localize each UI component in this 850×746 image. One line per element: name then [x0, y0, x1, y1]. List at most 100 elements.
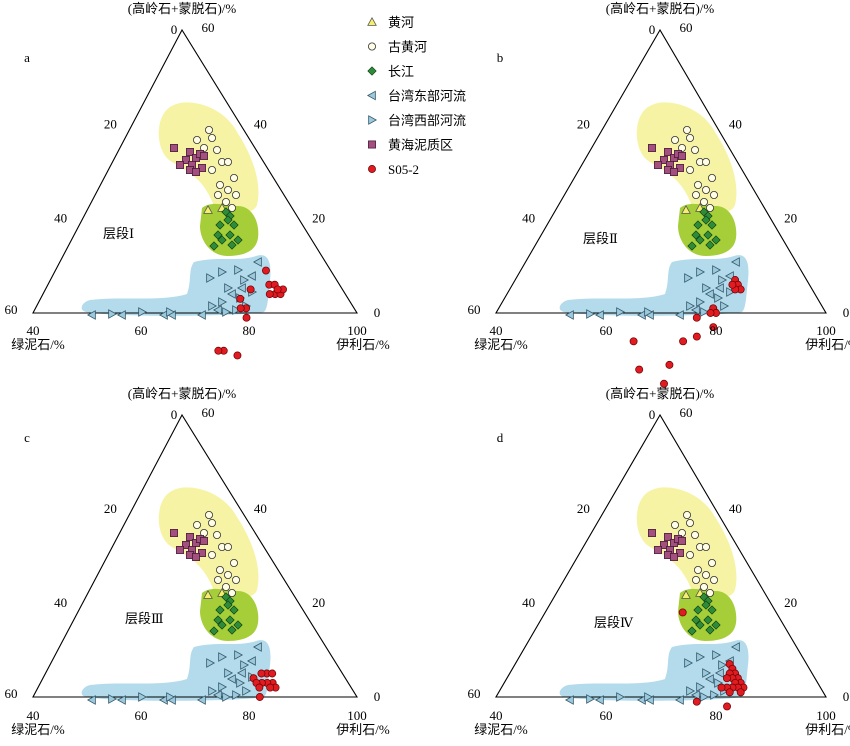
- right-edge-tick: 40: [729, 501, 742, 516]
- reference-markers: [86, 126, 262, 320]
- s05-2-point: [692, 697, 701, 706]
- reference-markers: [564, 510, 740, 705]
- reference-point: [696, 682, 706, 692]
- reference-point: [224, 283, 234, 293]
- reference-point: [229, 173, 238, 182]
- reference-point: [714, 283, 724, 293]
- left-edge-tick: 60: [468, 686, 481, 701]
- reference-point: [225, 615, 235, 625]
- left-axis-label: 绿泥石/%: [474, 337, 528, 352]
- right-edge-tick: 60: [202, 20, 215, 35]
- reference-point: [678, 529, 687, 538]
- top-axis-label: (高岭石+蒙脱石)/%: [606, 386, 715, 401]
- reference-point: [209, 626, 219, 636]
- reference-point: [229, 605, 239, 615]
- reference-point: [227, 589, 236, 598]
- reference-point: [705, 625, 715, 635]
- reference-point: [684, 273, 694, 283]
- reference-point: [225, 230, 235, 240]
- reference-point: [676, 549, 684, 557]
- right-edge-tick: 0: [374, 689, 381, 704]
- left-edge-tick: 0: [649, 22, 656, 37]
- reference-point: [693, 605, 703, 615]
- reference-point: [714, 668, 724, 678]
- reference-point: [234, 265, 244, 275]
- reference-point: [724, 271, 734, 281]
- reference-point: [670, 154, 678, 162]
- reference-point: [192, 521, 201, 530]
- s05-2-point: [706, 309, 715, 317]
- reference-point: [700, 307, 710, 317]
- s05-2-point: [736, 688, 745, 697]
- reference-point: [215, 220, 225, 230]
- reference-point: [684, 658, 694, 668]
- reference-point: [654, 161, 662, 169]
- reference-point: [252, 257, 262, 267]
- reference-point: [648, 529, 656, 537]
- reference-point: [192, 154, 200, 162]
- s05-2-point: [265, 290, 274, 299]
- s05-2-point: [717, 683, 726, 692]
- reference-point: [674, 310, 684, 320]
- legend-label: 长江: [388, 64, 414, 79]
- bottom-tick: 60: [600, 323, 613, 338]
- reference-point: [711, 620, 721, 630]
- s05-2-point: [692, 313, 701, 322]
- left-edge-tick: 0: [649, 407, 656, 422]
- reference-point: [207, 165, 216, 174]
- reference-point: [204, 510, 213, 519]
- reference-point: [218, 267, 228, 277]
- reference-point: [586, 694, 596, 704]
- reference-point: [720, 301, 730, 311]
- reference-point: [594, 310, 604, 320]
- s05-2-point: [629, 337, 638, 346]
- reference-point: [678, 143, 687, 152]
- reference-point: [718, 660, 728, 670]
- reference-point: [206, 273, 216, 283]
- reference-point: [710, 190, 719, 199]
- left-edge-tick: 40: [522, 595, 535, 610]
- reference-point: [730, 257, 740, 267]
- reference-point: [696, 297, 706, 307]
- yellow-river-field: [636, 102, 737, 212]
- yellow-river-field: [158, 487, 259, 597]
- reference-point: [221, 583, 230, 592]
- reference-point: [192, 539, 200, 547]
- reference-point: [730, 642, 740, 652]
- legend-label: 黄海泥质区: [388, 138, 453, 153]
- reference-point: [702, 185, 711, 194]
- reference-point: [660, 156, 668, 164]
- legend-label: 古黄河: [388, 40, 427, 55]
- right-edge-tick: 40: [254, 501, 267, 516]
- reference-point: [616, 692, 626, 702]
- reference-point: [222, 692, 232, 702]
- s05-2-point: [709, 323, 718, 332]
- right-edge-tick: 40: [729, 116, 742, 131]
- reference-point: [674, 695, 684, 705]
- s05-2-point: [246, 285, 255, 294]
- reference-point: [708, 559, 717, 568]
- ternary-frame: [32, 413, 358, 698]
- reference-point: [227, 203, 236, 212]
- reference-markers: [564, 126, 740, 320]
- reference-point: [198, 549, 206, 557]
- reference-point: [223, 543, 232, 552]
- reference-point: [182, 156, 190, 164]
- reference-point: [232, 690, 242, 700]
- right-edge-tick: 60: [680, 405, 693, 420]
- reference-point: [226, 289, 236, 299]
- series-s05-2: [629, 276, 745, 388]
- left-edge-tick: 20: [104, 501, 117, 516]
- left-edge-tick: 60: [5, 302, 18, 317]
- layer-label: 层段Ⅳ: [594, 615, 634, 630]
- right-edge-tick: 20: [312, 211, 325, 226]
- reference-point: [687, 241, 697, 251]
- reference-point: [670, 168, 678, 176]
- reference-point: [196, 310, 206, 320]
- series-s05-2: [678, 608, 748, 711]
- reference-point: [702, 668, 712, 678]
- reference-point: [226, 674, 236, 684]
- reference-point: [208, 301, 218, 311]
- reference-point: [695, 620, 705, 630]
- reference-point: [212, 531, 221, 540]
